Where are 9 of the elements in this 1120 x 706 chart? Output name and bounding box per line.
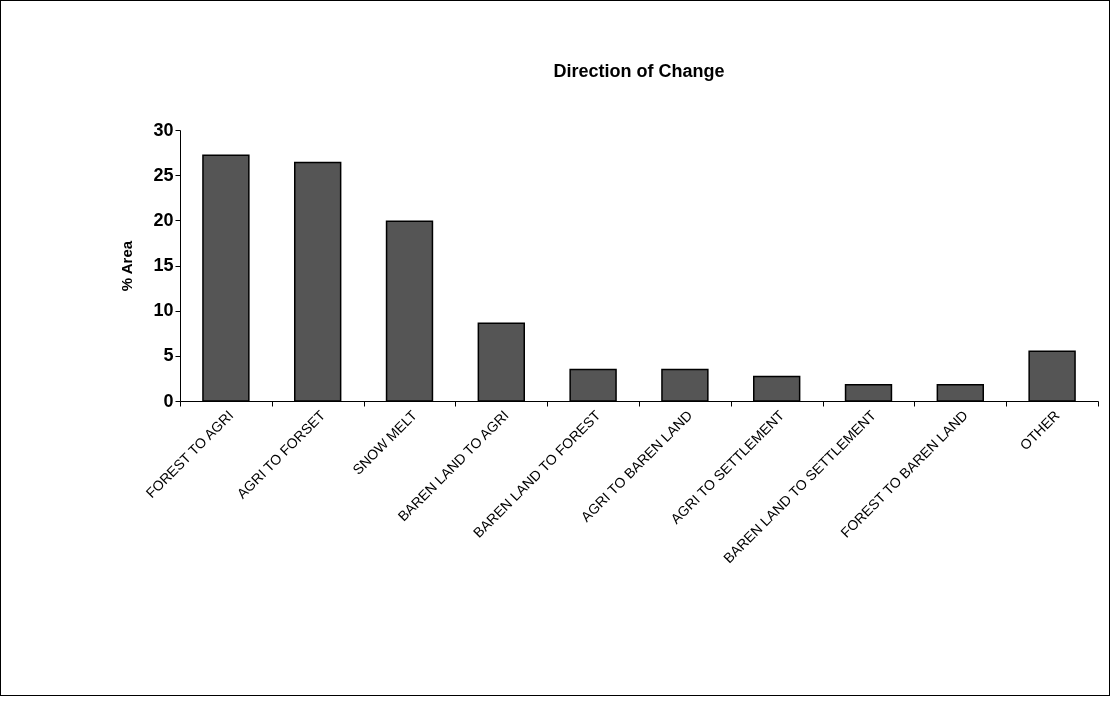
y-tick-label: 10 — [153, 300, 174, 321]
y-tick-label: 0 — [163, 390, 174, 411]
chart-title: Direction of Change — [553, 61, 725, 81]
y-tick-label: 5 — [163, 345, 174, 366]
y-tick-label: 30 — [153, 119, 174, 140]
y-tick-label: 25 — [153, 164, 174, 185]
y-axis-title: % Area — [118, 240, 136, 292]
y-tick-label: 15 — [153, 255, 174, 275]
y-tick-label: 20 — [153, 209, 174, 230]
